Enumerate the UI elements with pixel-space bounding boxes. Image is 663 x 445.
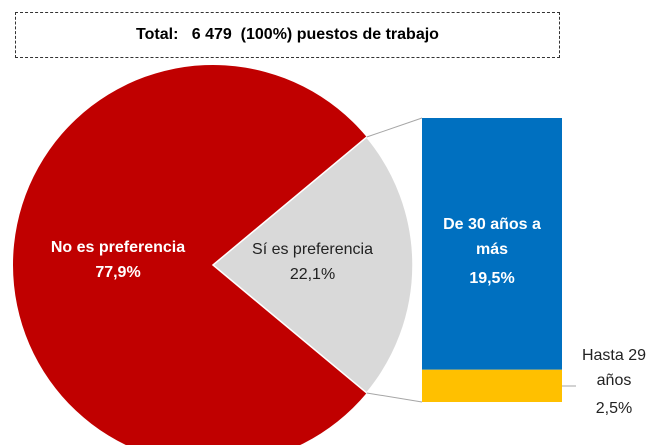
slice-label: No es preferencia [50,239,186,256]
bar-segment [422,118,562,370]
chart-title: Total: 6 479 (100%) puestos de trabajo [15,12,560,58]
bar-label: De 30 años a más [443,216,546,258]
slice-value-label: 77,9% [95,264,141,281]
bar-label: Hasta 29 años [581,347,651,389]
bar-segment [422,369,562,402]
bar-value-label: 19,5% [469,270,515,287]
connector [366,392,423,403]
connector [366,117,423,138]
pie-slice [211,135,414,395]
slice-label: Sí es preferencia [252,241,373,258]
slice-value-label: 22,1% [289,266,336,283]
bar-value-label: 2,5% [595,400,633,417]
pie-slice [12,65,367,445]
